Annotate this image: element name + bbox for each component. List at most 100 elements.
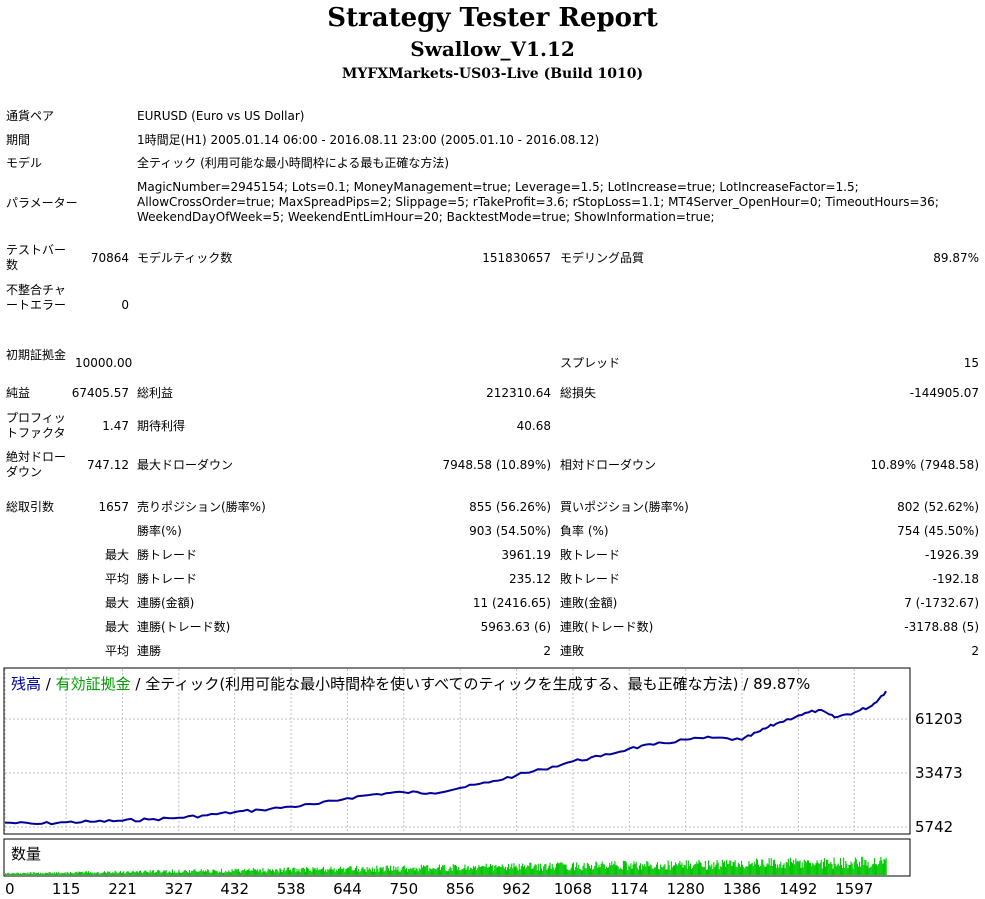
spread-label: スプレッド bbox=[560, 356, 621, 370]
volume-bar bbox=[843, 857, 845, 875]
volume-bar bbox=[639, 863, 641, 875]
volume-bar bbox=[446, 871, 448, 875]
volume-bar bbox=[831, 864, 833, 875]
volume-bar bbox=[543, 866, 545, 875]
volume-bar bbox=[810, 862, 812, 875]
volume-bar bbox=[785, 861, 787, 875]
volume-bar bbox=[240, 872, 242, 875]
volume-bar bbox=[158, 869, 160, 875]
volume-bar bbox=[794, 864, 796, 875]
volume-bar bbox=[10, 873, 12, 875]
volume-bar bbox=[388, 870, 390, 875]
volume-bar bbox=[31, 874, 33, 875]
params-value: MagicNumber=2945154; Lots=0.1; MoneyMana… bbox=[137, 180, 939, 224]
volume-bar bbox=[681, 862, 683, 875]
volume-bar bbox=[149, 870, 151, 875]
volume-bar bbox=[798, 861, 800, 875]
volume-bar bbox=[172, 869, 174, 875]
volume-bar bbox=[637, 869, 639, 875]
volume-bar bbox=[540, 863, 542, 875]
volume-bar bbox=[58, 871, 60, 875]
volume-bar bbox=[484, 866, 486, 875]
volume-bar bbox=[685, 860, 687, 875]
bars-label: テストバー数 bbox=[6, 243, 67, 272]
volume-bar bbox=[753, 861, 755, 875]
volume-bar bbox=[24, 873, 26, 875]
volume-bar bbox=[185, 871, 187, 875]
volume-bar bbox=[430, 868, 432, 875]
volume-bar bbox=[49, 872, 51, 875]
volume-bar bbox=[155, 872, 157, 875]
volume-bar bbox=[173, 872, 175, 875]
volume-bar bbox=[13, 873, 15, 875]
volume-bar bbox=[267, 868, 269, 875]
volume-bar bbox=[496, 867, 498, 875]
volume-bar bbox=[390, 865, 392, 875]
volume-bar bbox=[309, 870, 311, 875]
volume-bar bbox=[395, 867, 397, 875]
volume-bar bbox=[845, 861, 847, 875]
volume-bar bbox=[575, 866, 577, 875]
volume-bar bbox=[413, 867, 415, 875]
volume-bar bbox=[658, 868, 660, 875]
volume-bar bbox=[75, 871, 77, 875]
average-label: 平均 bbox=[104, 572, 129, 586]
volume-bar bbox=[369, 869, 371, 875]
volume-bar bbox=[672, 865, 674, 875]
volume-bar bbox=[697, 863, 699, 875]
volume-bar bbox=[112, 872, 114, 875]
volume-bar bbox=[228, 870, 230, 875]
volume-bar bbox=[347, 867, 349, 875]
volume-bar bbox=[325, 869, 327, 875]
x-tick-label: 644 bbox=[333, 880, 362, 898]
volume-bar bbox=[283, 867, 285, 875]
volume-bar bbox=[611, 861, 613, 875]
volume-bar bbox=[277, 870, 279, 875]
volume-bar bbox=[157, 870, 159, 875]
volume-bar bbox=[875, 864, 877, 875]
volume-bar bbox=[187, 872, 189, 875]
volume-bar bbox=[180, 873, 182, 875]
volume-bar bbox=[737, 862, 739, 875]
volume-bar bbox=[777, 864, 779, 875]
volume-bar bbox=[652, 868, 654, 875]
volume-bar bbox=[418, 868, 420, 875]
volume-bar bbox=[591, 864, 593, 875]
volume-bar bbox=[480, 866, 482, 875]
volume-bar bbox=[316, 867, 318, 875]
volume-bar bbox=[730, 860, 732, 875]
volume-bar bbox=[598, 865, 600, 875]
volume-bar bbox=[870, 866, 872, 875]
volume-bar bbox=[751, 862, 753, 875]
volume-bar bbox=[584, 868, 586, 875]
avg-consec-win-value: 2 bbox=[543, 644, 551, 658]
volume-bar bbox=[816, 860, 818, 875]
volume-bar bbox=[120, 872, 122, 875]
volume-bar bbox=[662, 867, 664, 875]
volume-bar bbox=[345, 868, 347, 875]
volume-bar bbox=[133, 871, 135, 875]
volume-bar bbox=[191, 870, 193, 875]
volume-bar bbox=[788, 865, 790, 875]
volume-bar bbox=[613, 863, 615, 875]
volume-bar bbox=[527, 865, 529, 875]
volume-bar bbox=[252, 868, 254, 875]
volume-bar bbox=[312, 867, 314, 875]
volume-bar bbox=[169, 872, 171, 875]
volume-bar bbox=[600, 863, 602, 875]
volume-bar bbox=[519, 869, 521, 875]
volume-bar bbox=[351, 870, 353, 875]
volume-bar bbox=[159, 870, 161, 875]
volume-bar bbox=[18, 873, 20, 875]
abs-drawdown-label: 絶対ドローダウン bbox=[6, 450, 67, 479]
volume-bar bbox=[628, 865, 630, 875]
pair-value: EURUSD (Euro vs US Dollar) bbox=[137, 109, 305, 123]
volume-bar bbox=[586, 862, 588, 875]
volume-bar bbox=[27, 872, 29, 875]
volume-bar bbox=[689, 863, 691, 875]
volume-bar bbox=[557, 862, 559, 875]
volume-bar bbox=[855, 859, 857, 875]
volume-bar bbox=[364, 869, 366, 875]
volume-bar bbox=[127, 870, 129, 875]
volume-bar bbox=[100, 873, 102, 875]
